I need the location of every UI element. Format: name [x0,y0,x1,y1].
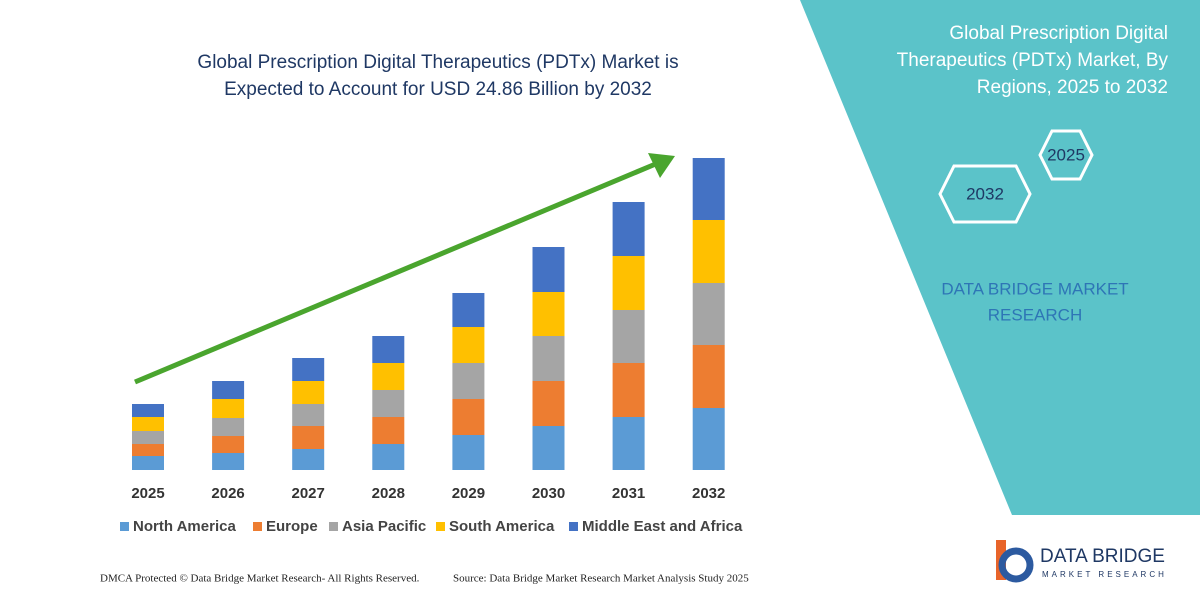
bar-segment [612,363,645,417]
bar-segment [292,426,325,449]
bar-segment [372,417,405,444]
legend-swatch [436,522,445,531]
bar-segment [292,358,325,381]
bar-segment [372,444,405,470]
legend-swatch [253,522,262,531]
bar-segment [212,453,245,470]
bar-segment [532,292,565,336]
bar-segment [132,417,164,431]
bar-segment [452,399,485,435]
bar-segment [212,381,245,399]
hex-label: 2025 [1047,145,1085,164]
bar-segment [212,418,245,436]
legend-label: Middle East and Africa [582,518,743,535]
footer-right: Source: Data Bridge Market Research Mark… [453,573,749,585]
x-tick-label: 2032 [692,485,725,502]
bar-segment [212,399,245,418]
logo-icon [996,540,1034,583]
bar-segment [692,158,725,220]
bar-segment [532,336,565,381]
hexagon [1038,129,1094,181]
x-tick-label: 2025 [131,485,164,502]
bar-segment [132,444,164,456]
bar-segment [132,456,164,470]
bar-segment [452,327,485,363]
panel-title: Regions, 2025 to 2032 [977,77,1168,98]
brand-text: RESEARCH [988,305,1082,324]
bar-segment [612,310,645,363]
bar-segment [612,256,645,310]
bar-segment [452,435,485,470]
x-tick-label: 2027 [292,485,325,502]
side-panel [800,0,1200,515]
bar-segment [692,408,725,470]
x-tick-label: 2026 [211,485,244,502]
bar-segment [692,283,725,345]
bar-segment [292,449,325,470]
x-tick-label: 2028 [372,485,405,502]
legend-swatch [569,522,578,531]
bar-segment [132,404,164,417]
bar-segment [612,202,645,256]
bar-segment [292,404,325,426]
bar-segment [692,220,725,283]
hex-label: 2032 [966,184,1004,203]
legend-label: South America [449,518,555,535]
bar-segment [452,363,485,399]
bar-segment [532,247,565,292]
panel-title: Therapeutics (PDTx) Market, By [897,50,1169,71]
legend-swatch [329,522,338,531]
hexagon [938,164,1032,224]
x-tick-label: 2031 [612,485,645,502]
bar-segment [292,381,325,404]
chart-title: Expected to Account for USD 24.86 Billio… [224,79,652,100]
footer-left: DMCA Protected © Data Bridge Market Rese… [100,573,420,585]
x-tick-label: 2030 [532,485,565,502]
bar-segment [612,417,645,470]
panel-title: Global Prescription Digital [949,23,1168,44]
bar-segment [692,345,725,408]
chart-title: Global Prescription Digital Therapeutics… [197,52,678,73]
bar-segment [452,293,485,327]
logo-name: DATA BRIDGE [1040,546,1165,567]
trend-arrow [134,160,659,385]
legend-label: Europe [266,518,318,535]
arrow-head [648,153,675,178]
bar-segment [372,336,405,363]
brand-text: DATA BRIDGE MARKET [941,279,1128,298]
bar-segment [132,431,164,444]
legend-label: North America [133,518,236,535]
bar-segment [532,426,565,470]
bar-segment [532,381,565,426]
bar-segment [372,390,405,417]
bar-segment [212,436,245,453]
logo-tagline: MARKET RESEARCH [1042,570,1167,579]
legend-label: Asia Pacific [342,518,426,535]
legend-swatch [120,522,129,531]
x-tick-label: 2029 [452,485,485,502]
bar-segment [372,363,405,390]
